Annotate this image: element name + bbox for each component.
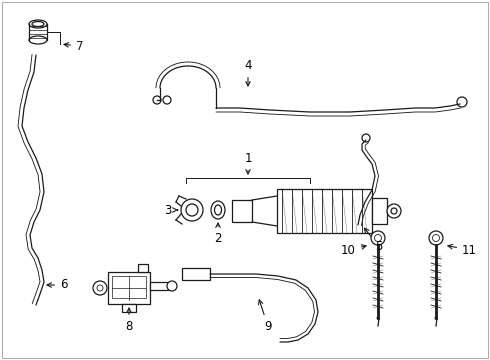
Circle shape xyxy=(186,204,198,216)
Bar xyxy=(138,264,148,272)
Text: 6: 6 xyxy=(47,279,68,292)
Bar xyxy=(182,268,210,280)
Circle shape xyxy=(163,96,171,104)
Polygon shape xyxy=(252,196,277,226)
Circle shape xyxy=(362,134,370,142)
Text: 3: 3 xyxy=(165,203,178,216)
Circle shape xyxy=(429,231,443,245)
Ellipse shape xyxy=(215,205,221,215)
Text: 9: 9 xyxy=(259,300,272,333)
Text: 10: 10 xyxy=(341,243,366,256)
Bar xyxy=(277,189,372,233)
Text: 4: 4 xyxy=(244,59,252,86)
Bar xyxy=(122,304,136,312)
Circle shape xyxy=(387,204,401,218)
Circle shape xyxy=(371,231,385,245)
Text: 8: 8 xyxy=(125,308,133,333)
Bar xyxy=(372,198,387,224)
Circle shape xyxy=(181,199,203,221)
Circle shape xyxy=(433,234,440,242)
Circle shape xyxy=(391,208,397,214)
Ellipse shape xyxy=(211,201,225,219)
Text: 2: 2 xyxy=(214,223,222,245)
Circle shape xyxy=(93,281,107,295)
Circle shape xyxy=(457,97,467,107)
Bar xyxy=(112,276,146,298)
Bar xyxy=(150,282,168,290)
Circle shape xyxy=(153,96,161,104)
Bar xyxy=(232,200,252,222)
Text: 1: 1 xyxy=(244,152,252,174)
Text: 7: 7 xyxy=(64,40,83,53)
Circle shape xyxy=(167,281,177,291)
Circle shape xyxy=(97,285,103,291)
Text: 11: 11 xyxy=(448,243,477,256)
Circle shape xyxy=(374,234,382,242)
Bar xyxy=(108,272,150,304)
Text: 5: 5 xyxy=(365,228,382,253)
